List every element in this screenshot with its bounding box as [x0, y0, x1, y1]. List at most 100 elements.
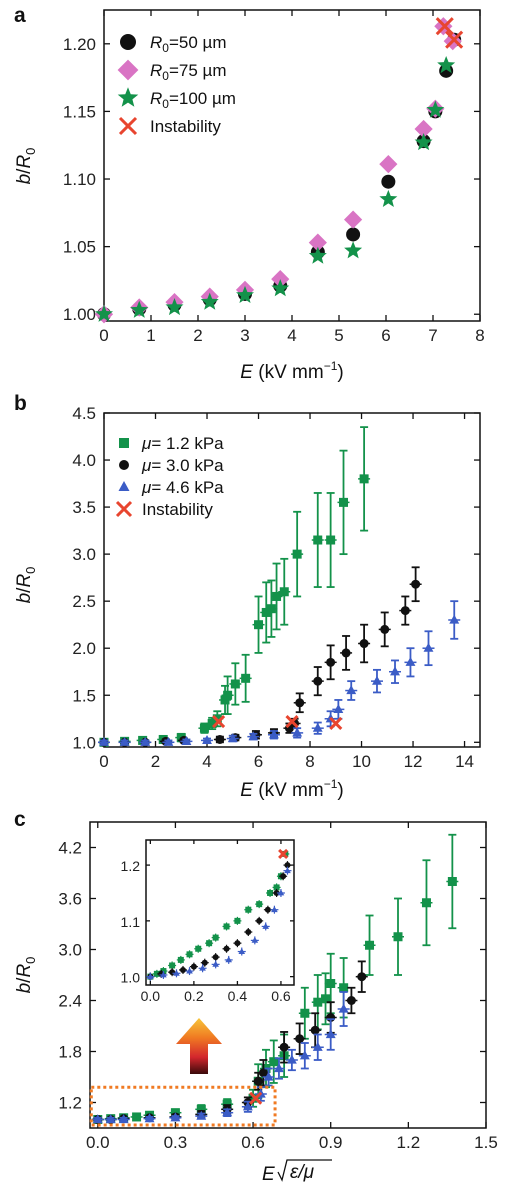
- plot-frame-b: [103, 412, 481, 748]
- data-point: [119, 736, 130, 746]
- x-tick-label: 0: [99, 752, 108, 771]
- panel-label: a: [14, 4, 26, 27]
- y-tick-label: 4.0: [72, 451, 96, 470]
- inset-background: [146, 840, 294, 985]
- x-tick-label: 12: [404, 752, 423, 771]
- inset-series-2: [146, 866, 292, 981]
- data-point: [414, 133, 433, 151]
- inset-series-3: [278, 848, 289, 860]
- data-point: [212, 934, 219, 941]
- data-point: [99, 736, 109, 746]
- y-tick-label: 3.6: [58, 890, 82, 909]
- legend-marker: [115, 500, 133, 518]
- data-point: [295, 698, 305, 708]
- data-point: [277, 889, 285, 896]
- data-point: [92, 1114, 103, 1124]
- y-tick-label: 2.0: [72, 639, 96, 658]
- data-point: [105, 1114, 116, 1124]
- data-point: [308, 233, 327, 252]
- data-point: [245, 906, 252, 913]
- data-point: [118, 1114, 129, 1124]
- data-point: [258, 1068, 268, 1078]
- data-point: [242, 1101, 253, 1111]
- panel-label: c: [14, 808, 26, 831]
- data-point: [326, 657, 336, 667]
- data-point: [435, 17, 454, 36]
- y-tick-label: 4.2: [58, 839, 82, 858]
- plot-frame-c: [89, 821, 487, 1129]
- series-0: [98, 426, 371, 747]
- x-tick-label: 4: [287, 326, 296, 345]
- legend-label: μ= 3.0 kPa: [141, 456, 224, 475]
- data-point: [173, 969, 180, 976]
- data-point: [313, 535, 323, 545]
- data-point: [199, 723, 209, 733]
- data-point: [186, 951, 193, 958]
- data-point: [207, 718, 217, 728]
- data-point: [357, 972, 367, 982]
- data-point: [312, 1041, 323, 1051]
- y-tick-label: 4.5: [72, 404, 96, 423]
- data-point: [266, 604, 276, 614]
- x-tick-label: 0.2: [184, 988, 204, 1004]
- data-point: [245, 929, 252, 936]
- x-tick-label: 2: [151, 752, 160, 771]
- data-point: [234, 917, 241, 924]
- data-point: [344, 210, 363, 229]
- x-tick-label: 3: [240, 326, 249, 345]
- y-tick-label: 1.00: [63, 305, 96, 324]
- data-point: [165, 298, 184, 316]
- data-point: [447, 877, 457, 886]
- inset-series-0: [146, 849, 290, 981]
- data-point: [278, 848, 289, 860]
- series-2: [91, 991, 350, 1124]
- x-tick-label: 10: [352, 752, 371, 771]
- x-tick-label: 0.0: [141, 988, 161, 1004]
- panel-b: b 0 2 4 6 8 10 12 14 1.0 1.5 2.0 2.5 3.0 3.5 4.0 4.5 b/R0…: [14, 392, 481, 801]
- data-point: [285, 715, 299, 729]
- data-point: [160, 971, 167, 978]
- data-point: [326, 535, 336, 545]
- x-tick-label: 2: [193, 326, 202, 345]
- data-point: [421, 898, 431, 908]
- x-axis-label-ratio: ε/μ: [290, 1162, 315, 1183]
- data-point: [254, 620, 264, 630]
- data-point: [212, 715, 226, 729]
- y-tick-label: 1.8: [58, 1043, 82, 1062]
- data-point: [236, 285, 254, 303]
- data-point: [206, 940, 213, 947]
- data-point: [295, 1034, 305, 1044]
- data-point: [326, 979, 336, 988]
- y-tick-label: 1.0: [121, 970, 141, 986]
- data-point: [269, 1057, 279, 1067]
- y-tick-label: 1.1: [121, 914, 141, 930]
- data-point: [346, 227, 361, 242]
- y-tick-label: 1.2: [58, 1094, 82, 1113]
- data-point: [423, 642, 434, 652]
- data-point: [312, 722, 323, 732]
- data-point: [284, 867, 291, 874]
- panel-a: a 0 1 2 3 4 5 6 7 8 1.00 1.05 1.10 1.15 1.20 b/R0 E (kV …: [14, 4, 485, 383]
- y-tick-label: 1.0: [72, 733, 96, 752]
- data-point: [280, 873, 287, 880]
- data-point: [339, 497, 349, 507]
- data-point: [196, 1104, 206, 1114]
- inset: 0.0 0.2 0.4 0.6 1.0 1.1 1.2: [121, 839, 295, 1004]
- x-tick-label: 0.0: [86, 1133, 110, 1152]
- x-tick-label: 1.5: [474, 1133, 498, 1152]
- y-tick-label: 3.0: [72, 545, 96, 564]
- y-axis-label: b/R0: [14, 957, 38, 994]
- data-point: [279, 587, 289, 597]
- legend-marker: [119, 438, 129, 448]
- data-point: [346, 685, 357, 695]
- data-point: [282, 850, 289, 857]
- data-point: [286, 1054, 297, 1064]
- data-point: [338, 1003, 349, 1013]
- data-point: [341, 648, 351, 658]
- series-2: [98, 600, 461, 746]
- data-point: [400, 606, 410, 616]
- data-point: [230, 679, 240, 689]
- x-tick-label: 5: [334, 326, 343, 345]
